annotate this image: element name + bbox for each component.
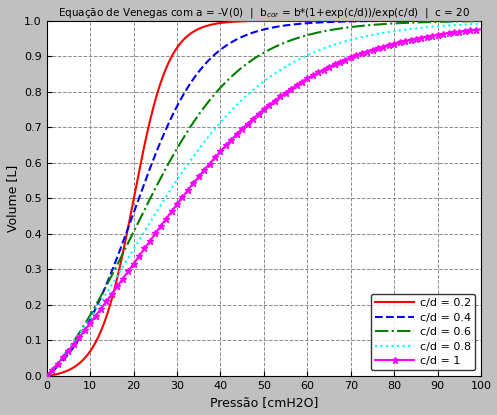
c/d = 0.4 bbox=[244, 32, 249, 37]
Line: c/d = 0.4: c/d = 0.4 bbox=[47, 21, 481, 376]
c/d = 0.8 bbox=[386, 29, 392, 34]
c/d = 0.4 bbox=[465, 18, 471, 23]
Y-axis label: Volume [L]: Volume [L] bbox=[5, 165, 18, 232]
c/d = 0.2 bbox=[66, 368, 72, 373]
c/d = 0.6 bbox=[44, 374, 50, 378]
c/d = 1 bbox=[66, 348, 72, 353]
c/d = 0.4 bbox=[66, 351, 72, 356]
c/d = 1 bbox=[244, 122, 249, 127]
c/d = 0.8 bbox=[255, 83, 261, 88]
c/d = 1 bbox=[465, 28, 471, 33]
c/d = 0.8 bbox=[244, 93, 249, 98]
c/d = 0.6 bbox=[66, 346, 72, 351]
c/d = 0.4 bbox=[478, 18, 484, 23]
c/d = 0.8 bbox=[66, 346, 72, 351]
c/d = 0.6 bbox=[386, 21, 392, 26]
c/d = 0.2 bbox=[44, 374, 50, 378]
c/d = 0.2 bbox=[244, 19, 249, 24]
Legend: c/d = 0.2, c/d = 0.4, c/d = 0.6, c/d = 0.8, c/d = 1: c/d = 0.2, c/d = 0.4, c/d = 0.6, c/d = 0… bbox=[371, 294, 476, 371]
c/d = 0.2 bbox=[255, 18, 261, 23]
c/d = 0.6 bbox=[255, 54, 261, 59]
c/d = 1 bbox=[44, 374, 50, 378]
c/d = 0.4 bbox=[255, 29, 261, 34]
c/d = 0.6 bbox=[465, 19, 471, 24]
c/d = 1 bbox=[255, 112, 261, 117]
c/d = 0.8 bbox=[478, 21, 484, 26]
c/d = 1 bbox=[478, 27, 484, 32]
c/d = 0.2 bbox=[478, 18, 484, 23]
c/d = 1 bbox=[465, 28, 471, 33]
Title: Equação de Venegas com a = -V(0)  |  b$_{cor}$ = b*(1+exp(c/d))/exp(c/d)  |  c =: Equação de Venegas com a = -V(0) | b$_{c… bbox=[58, 5, 470, 20]
X-axis label: Pressão [cmH2O]: Pressão [cmH2O] bbox=[210, 396, 318, 410]
c/d = 0.2 bbox=[386, 18, 392, 23]
c/d = 0.4 bbox=[465, 18, 471, 23]
c/d = 0.6 bbox=[478, 19, 484, 24]
Line: c/d = 0.8: c/d = 0.8 bbox=[47, 24, 481, 376]
c/d = 0.8 bbox=[465, 22, 471, 27]
c/d = 0.2 bbox=[465, 18, 471, 23]
c/d = 0.8 bbox=[44, 374, 50, 378]
Line: c/d = 1: c/d = 1 bbox=[43, 26, 485, 379]
c/d = 1 bbox=[386, 43, 392, 48]
Line: c/d = 0.6: c/d = 0.6 bbox=[47, 21, 481, 376]
c/d = 0.8 bbox=[465, 22, 471, 27]
c/d = 0.6 bbox=[465, 19, 471, 24]
Line: c/d = 0.2: c/d = 0.2 bbox=[47, 21, 481, 376]
c/d = 0.6 bbox=[244, 62, 249, 67]
c/d = 0.4 bbox=[44, 374, 50, 378]
c/d = 0.4 bbox=[386, 18, 392, 23]
c/d = 0.2 bbox=[465, 18, 471, 23]
